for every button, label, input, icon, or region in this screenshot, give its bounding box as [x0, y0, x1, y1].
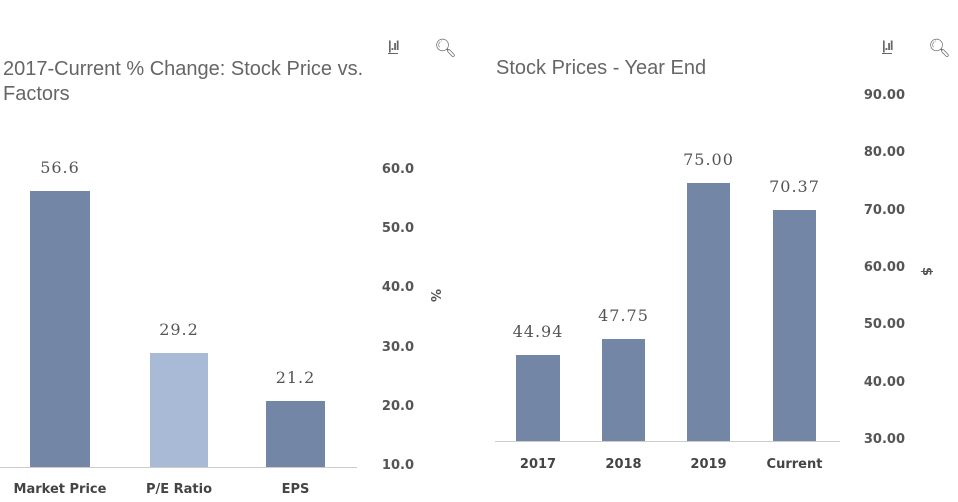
x-tick-label: 2017: [519, 457, 557, 472]
x-tick-label: EPS: [281, 482, 310, 497]
y-tick-label: 50.00: [863, 317, 905, 333]
bar[interactable]: [602, 339, 645, 441]
y-tick-label: 40.0: [381, 280, 414, 296]
data-label: 75.00: [683, 150, 734, 169]
y-tick-label: 80.00: [863, 145, 905, 161]
search-icon[interactable]: 🔍︎: [434, 38, 457, 58]
y-tick-label: 20.0: [381, 398, 414, 414]
x-axis-line: [495, 441, 840, 442]
data-label: 21.2: [275, 367, 316, 387]
y-tick-label: 60.0: [381, 162, 414, 177]
bar[interactable]: [266, 400, 325, 467]
y-tick-label: 90.00: [863, 88, 905, 103]
bar[interactable]: [516, 355, 560, 441]
search-icon[interactable]: 🔍︎: [928, 38, 951, 58]
y-tick-label: 10.0: [381, 458, 414, 473]
y-tick-label: 60.00: [863, 260, 905, 275]
bar[interactable]: [150, 353, 208, 467]
x-axis-line: [0, 467, 357, 468]
bar[interactable]: [687, 183, 730, 441]
y-tick-label: 30.00: [863, 432, 905, 447]
chart2-title: Stock Prices - Year End: [496, 57, 707, 79]
bar[interactable]: [773, 209, 816, 441]
chart1-title: 2017-Current % Change: Stock Price vs. F…: [3, 58, 364, 105]
x-tick-label: 2018: [605, 457, 642, 472]
y-tick-label: 50.0: [381, 221, 414, 237]
data-label: 44.94: [512, 322, 564, 342]
y-tick-label: 70.00: [863, 202, 905, 218]
data-label: 29.2: [159, 320, 199, 340]
bar-chart-icon[interactable]: |.ıl: [882, 38, 894, 54]
y-axis-label: $: [919, 266, 935, 277]
x-tick-label: P/E Ratio: [145, 482, 213, 497]
x-tick-label: Current: [766, 457, 823, 472]
bar-chart-icon[interactable]: |.ıl: [388, 38, 400, 54]
data-label: 56.6: [40, 158, 80, 178]
y-axis-label: %: [427, 288, 443, 303]
data-label: 47.75: [598, 306, 649, 326]
x-tick-label: Market Price: [13, 482, 107, 497]
data-label: 70.37: [769, 176, 820, 196]
bar[interactable]: [30, 191, 90, 467]
y-tick-label: 30.0: [381, 339, 414, 355]
y-tick-label: 40.00: [863, 374, 905, 390]
x-tick-label: 2019: [690, 457, 727, 472]
